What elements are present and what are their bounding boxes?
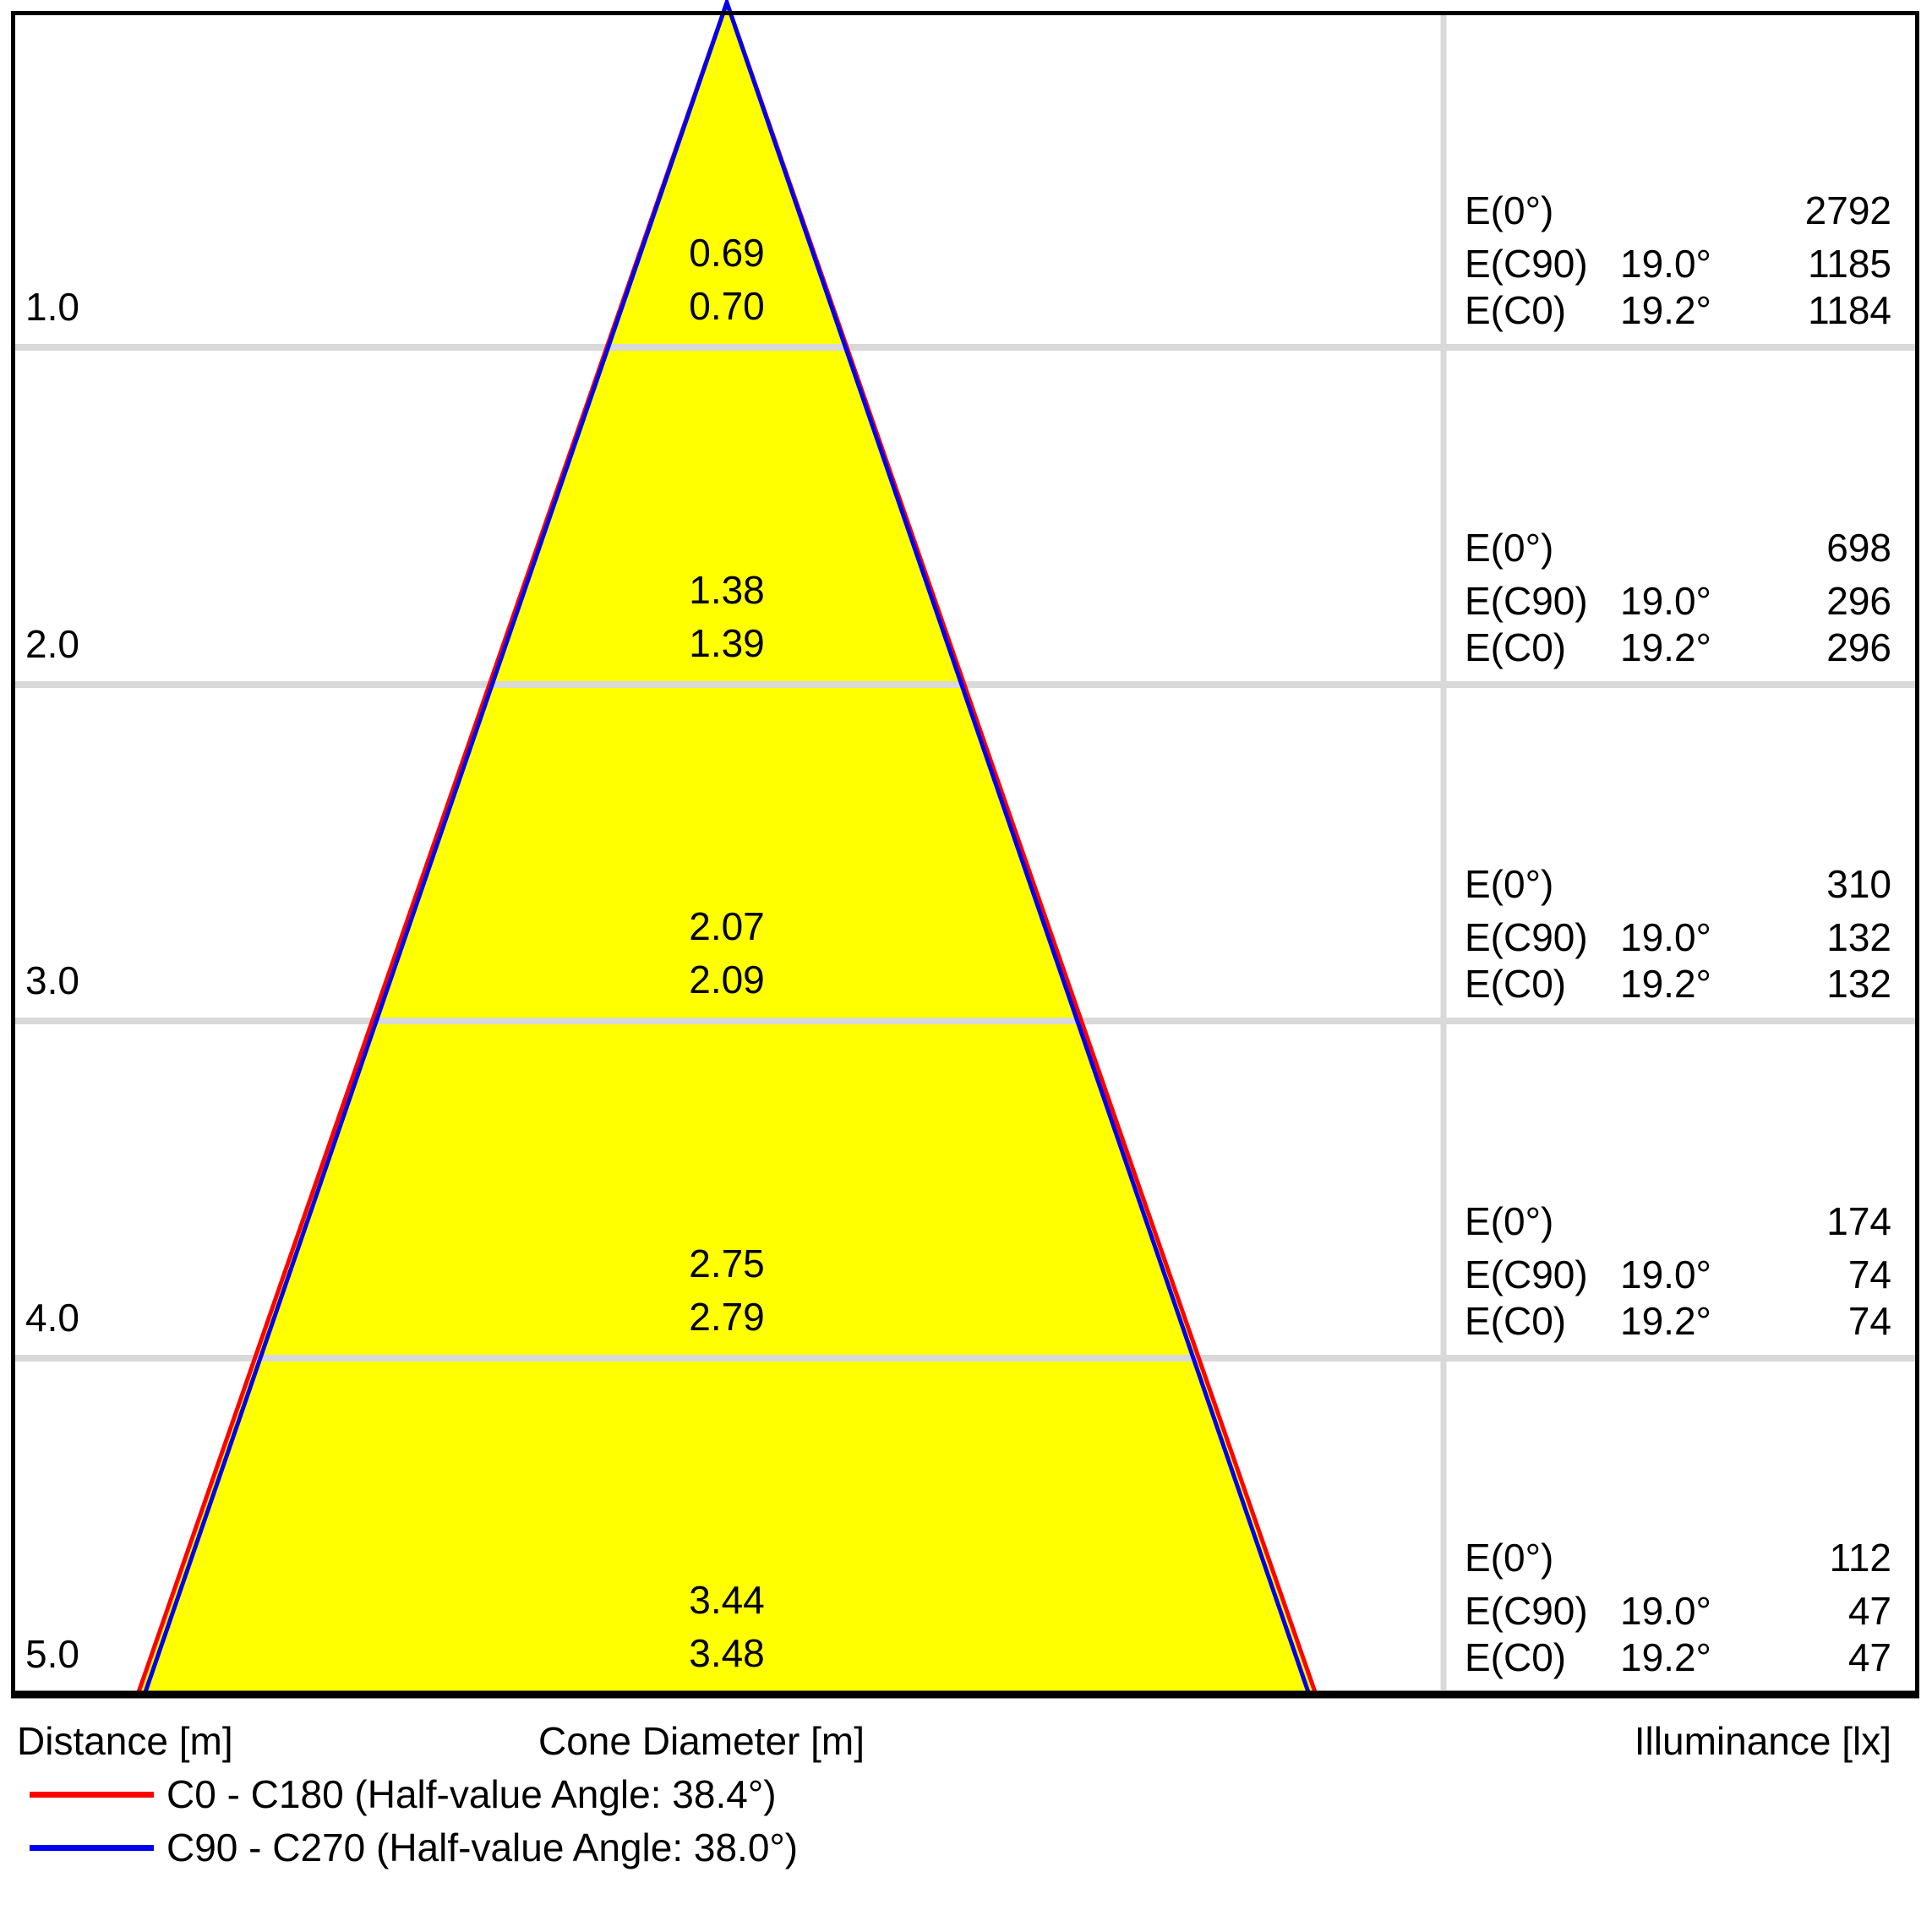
distance-label: 2.0 bbox=[25, 622, 79, 666]
illuminance-ec90-angle: 19.0° bbox=[1620, 242, 1711, 286]
legend-c90-c270-label: C90 - C270 (Half-value Angle: 38.0°) bbox=[166, 1826, 799, 1869]
cone-diameter-c0-value: 3.48 bbox=[689, 1631, 765, 1675]
illuminance-ec0-angle: 19.2° bbox=[1620, 1299, 1711, 1343]
legend-c90-c270-line-sample bbox=[30, 1845, 154, 1851]
cone-diameter-c0-value: 0.70 bbox=[689, 284, 765, 328]
illuminance-e0-label: E(0°) bbox=[1465, 862, 1554, 906]
illuminance-ec0-label: E(C0) bbox=[1465, 288, 1567, 332]
illuminance-ec0-angle: 19.2° bbox=[1620, 288, 1711, 332]
illuminance-e0-label: E(0°) bbox=[1465, 1199, 1554, 1243]
illuminance-ec90-angle: 19.0° bbox=[1620, 1589, 1711, 1633]
illuminance-ec90-value: 1185 bbox=[1808, 242, 1891, 286]
illuminance-ec0-value: 132 bbox=[1826, 962, 1891, 1006]
illuminance-ec90-angle: 19.0° bbox=[1620, 579, 1711, 623]
illuminance-ec90-value: 296 bbox=[1826, 579, 1891, 623]
illuminance-ec90-label: E(C90) bbox=[1465, 579, 1588, 623]
cone-diameter-c0-value: 2.09 bbox=[689, 958, 765, 1001]
illuminance-ec0-angle: 19.2° bbox=[1620, 962, 1711, 1006]
illuminance-e0-value: 698 bbox=[1826, 526, 1891, 570]
cone-fill-c90 bbox=[145, 3, 1309, 1695]
illuminance-ec0-value: 47 bbox=[1847, 1635, 1891, 1679]
x-axis-label-distance: Distance [m] bbox=[17, 1719, 233, 1763]
illuminance-e0-value: 2792 bbox=[1804, 188, 1891, 232]
illuminance-ec0-angle: 19.2° bbox=[1620, 1635, 1711, 1679]
cone-diameter-c90-value: 2.75 bbox=[689, 1242, 765, 1285]
cone-diameter-c0-value: 1.39 bbox=[689, 621, 765, 665]
illuminance-ec90-value: 132 bbox=[1826, 915, 1891, 959]
cone-diameter-c90-value: 0.69 bbox=[689, 231, 765, 275]
illuminance-ec90-label: E(C90) bbox=[1465, 1589, 1588, 1633]
illuminance-ec0-value: 1184 bbox=[1808, 288, 1891, 332]
cone-diameter-c90-value: 1.38 bbox=[689, 568, 765, 612]
illuminance-e0-label: E(0°) bbox=[1465, 526, 1554, 570]
illuminance-e0-label: E(0°) bbox=[1465, 188, 1554, 232]
cone-diameter-c90-value: 3.44 bbox=[689, 1578, 765, 1622]
illuminance-ec0-label: E(C0) bbox=[1465, 1635, 1567, 1679]
distance-label: 5.0 bbox=[25, 1632, 79, 1676]
axis-label-cone-diameter: Cone Diameter [m] bbox=[538, 1719, 865, 1763]
illuminance-ec0-label: E(C0) bbox=[1465, 962, 1567, 1006]
cone-diameter-c0-value: 2.79 bbox=[689, 1295, 765, 1339]
illuminance-ec0-angle: 19.2° bbox=[1620, 625, 1711, 669]
illuminance-ec0-value: 74 bbox=[1847, 1299, 1891, 1343]
cone-diameter-c90-value: 2.07 bbox=[689, 904, 765, 948]
illuminance-e0-label: E(0°) bbox=[1465, 1536, 1554, 1580]
illuminance-ec90-label: E(C90) bbox=[1465, 1253, 1588, 1296]
legend-c0-c180-label: C0 - C180 (Half-value Angle: 38.4°) bbox=[166, 1772, 777, 1816]
illuminance-ec0-label: E(C0) bbox=[1465, 625, 1567, 669]
illuminance-ec90-value: 74 bbox=[1847, 1253, 1891, 1296]
axis-label-illuminance: Illuminance [lx] bbox=[1634, 1719, 1891, 1763]
illuminance-ec90-angle: 19.0° bbox=[1620, 915, 1711, 959]
illuminance-ec0-label: E(C0) bbox=[1465, 1299, 1567, 1343]
illuminance-ec0-value: 296 bbox=[1826, 625, 1891, 669]
illuminance-ec90-label: E(C90) bbox=[1465, 915, 1588, 959]
illuminance-ec90-label: E(C90) bbox=[1465, 242, 1588, 286]
legend-c0-c180-line-sample bbox=[30, 1792, 154, 1798]
illuminance-ec90-value: 47 bbox=[1847, 1589, 1891, 1633]
illuminance-ec90-angle: 19.0° bbox=[1620, 1253, 1711, 1296]
distance-label: 3.0 bbox=[25, 958, 79, 1002]
illuminance-e0-value: 112 bbox=[1829, 1536, 1891, 1580]
illuminance-e0-value: 174 bbox=[1826, 1199, 1891, 1243]
illuminance-e0-value: 310 bbox=[1826, 862, 1891, 906]
distance-label: 1.0 bbox=[25, 285, 79, 329]
distance-label: 4.0 bbox=[25, 1296, 79, 1340]
